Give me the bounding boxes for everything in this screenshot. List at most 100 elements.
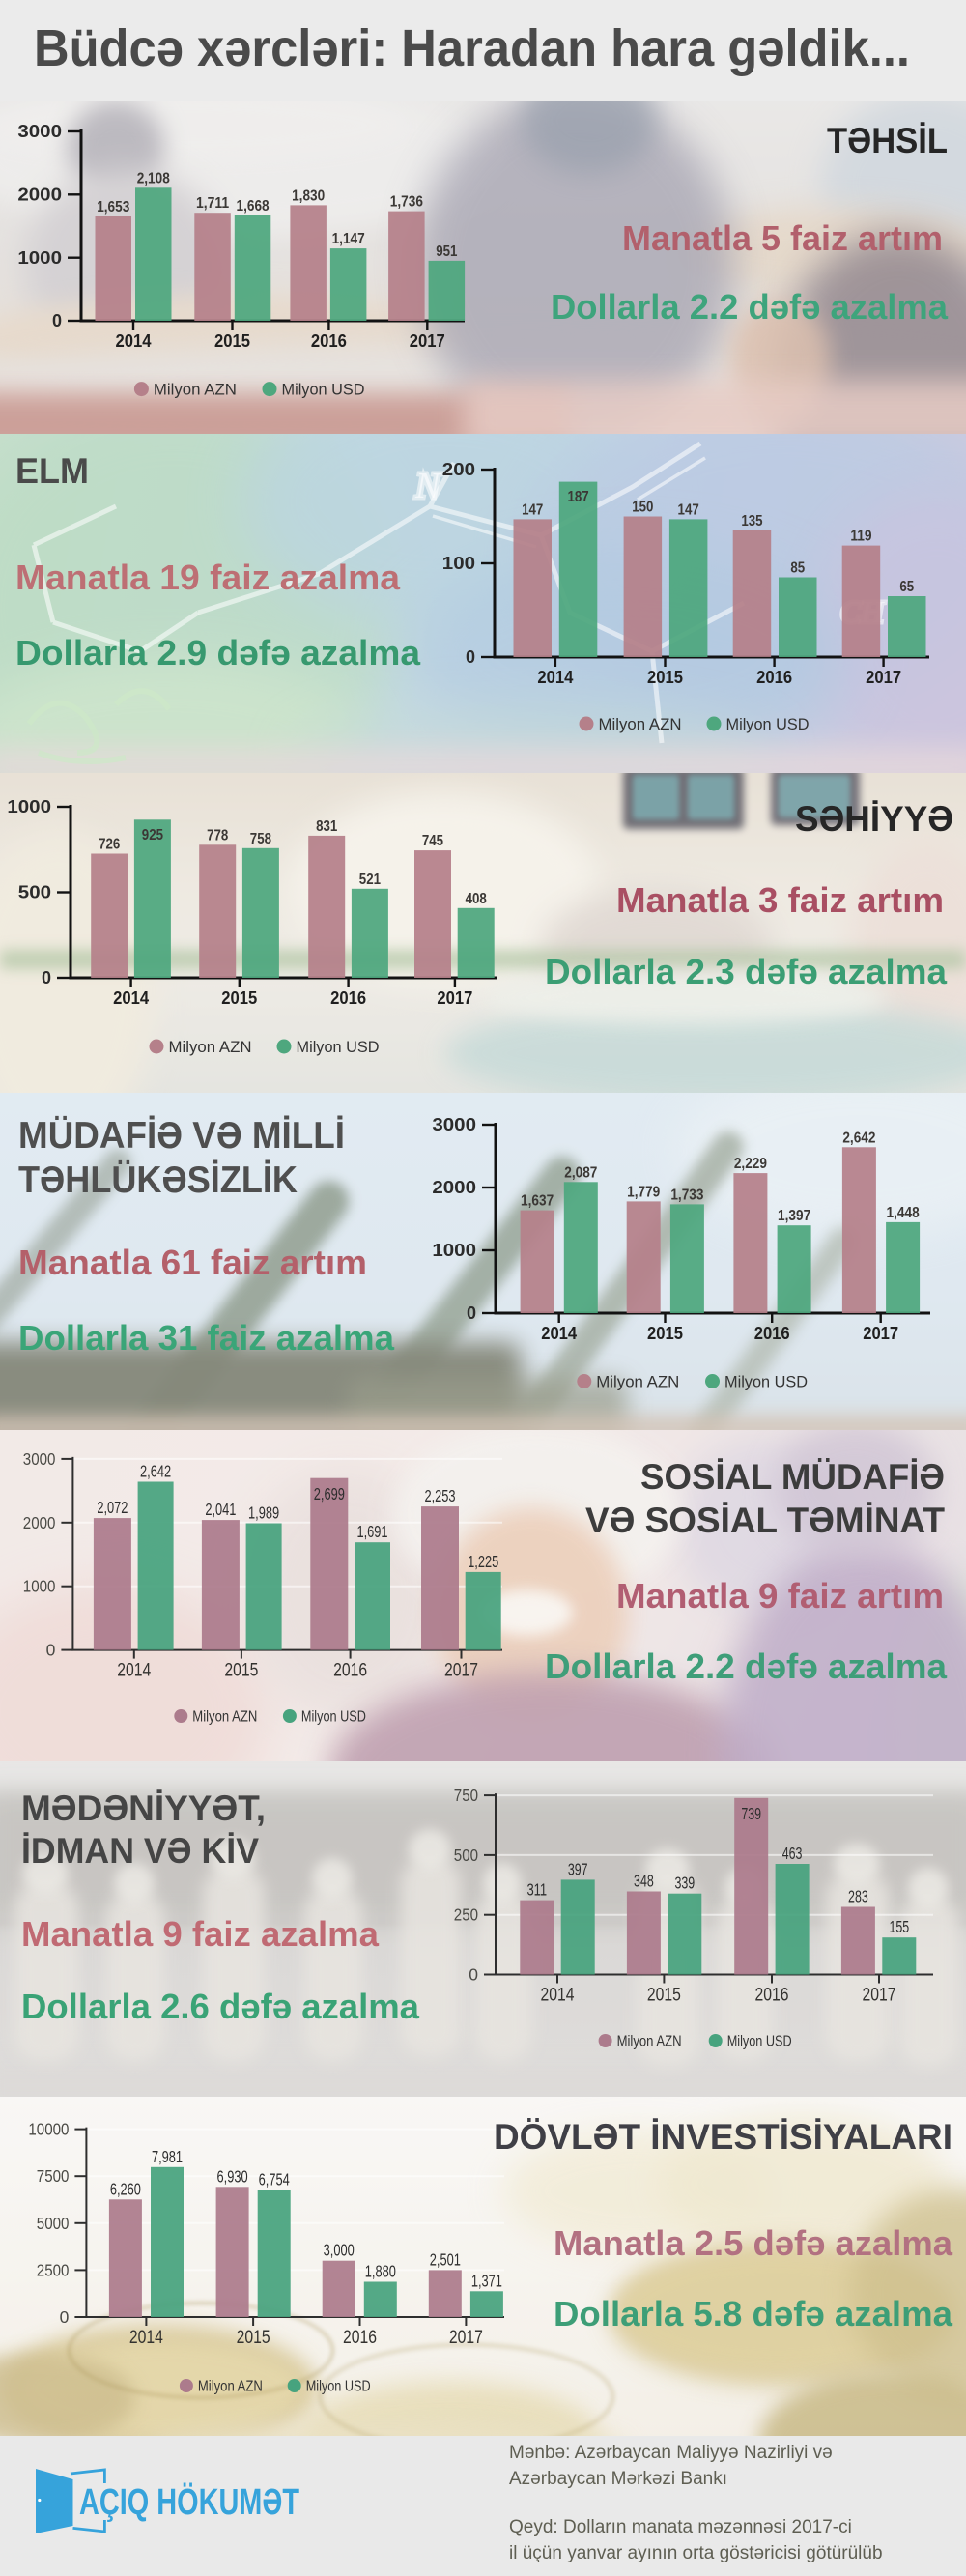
svg-text:283: 283 xyxy=(848,1887,868,1906)
svg-text:il üçün yanvar ayının orta gös: il üçün yanvar ayının orta göstəricisi g… xyxy=(509,2543,883,2563)
svg-text:1,147: 1,147 xyxy=(332,231,365,247)
svg-text:2014: 2014 xyxy=(113,988,149,1008)
svg-text:Milyon USD: Milyon USD xyxy=(726,715,810,733)
svg-text:2016: 2016 xyxy=(755,1986,789,2006)
svg-text:Manatla 9 faiz azalma: Manatla 9 faiz azalma xyxy=(21,1914,380,1954)
svg-text:2014: 2014 xyxy=(117,1661,151,1681)
svg-text:500: 500 xyxy=(454,1846,478,1865)
svg-text:119: 119 xyxy=(850,529,872,545)
svg-text:1,225: 1,225 xyxy=(468,1552,498,1571)
svg-text:147: 147 xyxy=(678,501,699,518)
svg-text:Milyon AZN: Milyon AZN xyxy=(192,1709,257,1726)
svg-text:2000: 2000 xyxy=(17,185,62,204)
svg-text:2014: 2014 xyxy=(537,668,573,687)
svg-text:1,448: 1,448 xyxy=(887,1205,920,1221)
svg-text:135: 135 xyxy=(741,513,763,530)
svg-text:1,779: 1,779 xyxy=(627,1184,660,1200)
svg-text:339: 339 xyxy=(674,1874,695,1893)
svg-text:Manatla 19 faiz azalma: Manatla 19 faiz azalma xyxy=(15,558,401,597)
svg-text:N: N xyxy=(414,466,442,506)
svg-text:Azərbaycan Mərkəzi Bankı: Azərbaycan Mərkəzi Bankı xyxy=(509,2469,727,2489)
svg-text:3000: 3000 xyxy=(17,122,62,141)
svg-text:831: 831 xyxy=(316,818,338,835)
svg-text:2015: 2015 xyxy=(647,1324,683,1343)
svg-text:2014: 2014 xyxy=(129,2328,163,2348)
svg-text:200: 200 xyxy=(442,460,475,479)
svg-text:1000: 1000 xyxy=(17,248,62,268)
svg-text:3000: 3000 xyxy=(432,1115,476,1134)
svg-text:Dollarla 5.8 dəfə azalma: Dollarla 5.8 dəfə azalma xyxy=(554,2294,953,2333)
svg-text:1,637: 1,637 xyxy=(521,1193,554,1210)
svg-text:2016: 2016 xyxy=(311,331,347,351)
svg-text:778: 778 xyxy=(207,827,229,844)
svg-text:Milyon AZN: Milyon AZN xyxy=(617,2034,682,2050)
svg-text:MÜDAFİƏ VƏ MİLLİ: MÜDAFİƏ VƏ MİLLİ xyxy=(18,1115,345,1157)
svg-text:1,711: 1,711 xyxy=(196,195,229,212)
svg-text:2,642: 2,642 xyxy=(842,1130,875,1146)
svg-text:2016: 2016 xyxy=(754,1324,790,1343)
svg-text:2,699: 2,699 xyxy=(314,1484,345,1503)
svg-text:2017: 2017 xyxy=(866,668,901,687)
svg-text:1,668: 1,668 xyxy=(237,198,270,215)
svg-text:2017: 2017 xyxy=(863,1324,898,1343)
svg-text:6,260: 6,260 xyxy=(110,2179,141,2198)
svg-text:Dollarla 2.6 dəfə azalma: Dollarla 2.6 dəfə azalma xyxy=(21,1987,420,2026)
svg-text:2014: 2014 xyxy=(116,331,152,351)
svg-text:147: 147 xyxy=(522,501,543,518)
svg-text:1,989: 1,989 xyxy=(248,1503,279,1523)
svg-text:Büdcə xərcləri: Haradan hara g: Büdcə xərcləri: Haradan hara gəldik... xyxy=(34,19,910,77)
svg-text:739: 739 xyxy=(741,1804,761,1823)
svg-text:7,981: 7,981 xyxy=(152,2147,183,2166)
svg-text:2017: 2017 xyxy=(444,1661,478,1681)
svg-text:1,830: 1,830 xyxy=(292,187,325,204)
svg-text:85: 85 xyxy=(790,560,805,577)
svg-text:311: 311 xyxy=(526,1880,547,1900)
svg-text:6,754: 6,754 xyxy=(259,2170,290,2190)
svg-text:Milyon AZN: Milyon AZN xyxy=(154,381,237,399)
svg-text:AÇIQ HÖKUMƏT: AÇIQ HÖKUMƏT xyxy=(79,2481,299,2523)
svg-text:Milyon USD: Milyon USD xyxy=(306,2379,371,2395)
svg-text:Milyon USD: Milyon USD xyxy=(727,2034,792,2050)
svg-text:2500: 2500 xyxy=(37,2260,70,2279)
svg-text:Dollarla 2.2 dəfə azalma: Dollarla 2.2 dəfə azalma xyxy=(545,1646,948,1686)
svg-text:2016: 2016 xyxy=(756,668,792,687)
svg-text:7500: 7500 xyxy=(37,2166,70,2186)
svg-text:758: 758 xyxy=(250,831,272,847)
svg-text:3,000: 3,000 xyxy=(324,2241,355,2260)
svg-text:Dollarla 31 faiz azalma: Dollarla 31 faiz azalma xyxy=(18,1318,395,1358)
svg-text:1,733: 1,733 xyxy=(670,1187,703,1203)
svg-text:SƏHİYYƏ: SƏHİYYƏ xyxy=(795,799,953,839)
svg-text:Mənbə: Azərbaycan Maliyyə Nazi: Mənbə: Azərbaycan Maliyyə Nazirliyi və xyxy=(509,2443,833,2463)
svg-text:Manatla 2.5 dəfə azalma: Manatla 2.5 dəfə azalma xyxy=(554,2223,953,2263)
svg-text:6,930: 6,930 xyxy=(217,2166,248,2186)
svg-text:2,041: 2,041 xyxy=(205,1500,236,1519)
svg-text:3000: 3000 xyxy=(23,1449,56,1469)
svg-text:1,653: 1,653 xyxy=(97,199,129,215)
svg-text:Dollarla 2.9 dəfə azalma: Dollarla 2.9 dəfə azalma xyxy=(15,633,421,673)
svg-text:250: 250 xyxy=(454,1905,478,1925)
svg-text:521: 521 xyxy=(359,872,382,888)
svg-text:Manatla 5 faiz artım: Manatla 5 faiz artım xyxy=(622,218,943,258)
svg-text:2,072: 2,072 xyxy=(97,1498,128,1517)
svg-text:150: 150 xyxy=(632,500,653,516)
svg-text:ELM: ELM xyxy=(15,451,89,491)
svg-text:TƏHLÜKƏSİZLİK: TƏHLÜKƏSİZLİK xyxy=(18,1159,298,1201)
svg-text:0: 0 xyxy=(469,1964,478,1984)
svg-text:0: 0 xyxy=(60,2307,70,2327)
svg-text:348: 348 xyxy=(634,1871,654,1890)
svg-text:2015: 2015 xyxy=(224,1661,258,1681)
svg-text:2017: 2017 xyxy=(449,2328,483,2348)
svg-text:MƏDƏNİYYƏT,: MƏDƏNİYYƏT, xyxy=(21,1789,266,1828)
svg-text:0: 0 xyxy=(52,311,62,330)
svg-text:2016: 2016 xyxy=(330,988,366,1008)
svg-text:1000: 1000 xyxy=(7,797,51,816)
svg-text:1,736: 1,736 xyxy=(390,194,423,211)
svg-text:0: 0 xyxy=(42,968,51,987)
svg-text:Milyon AZN: Milyon AZN xyxy=(169,1038,252,1056)
svg-text:2015: 2015 xyxy=(221,988,257,1008)
svg-text:2,108: 2,108 xyxy=(137,170,170,186)
svg-text:463: 463 xyxy=(782,1844,803,1863)
svg-text:2,253: 2,253 xyxy=(424,1486,455,1505)
svg-text:1,880: 1,880 xyxy=(365,2261,396,2280)
svg-text:10000: 10000 xyxy=(28,2120,69,2139)
